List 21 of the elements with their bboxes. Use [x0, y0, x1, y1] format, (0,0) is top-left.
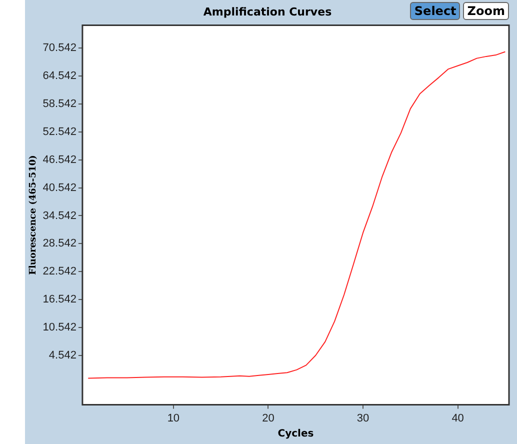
x-tick-label: 20	[262, 412, 274, 424]
y-tick-label: 28.542	[42, 238, 76, 250]
chart-title: Amplification Curves	[203, 5, 332, 18]
toolbar-button: Select	[410, 2, 460, 20]
x-axis-title: Cycles	[278, 428, 314, 440]
y-axis-title: Fluorescence (465-510)	[28, 155, 39, 275]
y-tick-label: 10.542	[42, 322, 76, 334]
x-tick-label: 30	[356, 412, 370, 424]
y-tick-label: 34.542	[42, 210, 76, 222]
y-tick-label: 64.542	[42, 70, 76, 82]
y-tick-label: 40.542	[42, 182, 76, 194]
y-tick-label: 58.542	[42, 98, 76, 110]
y-tick-label: 52.542	[42, 126, 76, 138]
toolbar-button: Zoom	[463, 2, 509, 20]
y-tick-label: 46.542	[42, 154, 76, 166]
x-tick-label: 40	[452, 412, 464, 424]
y-tick-label: 16.542	[42, 294, 76, 306]
y-tick-label: 70.542	[42, 42, 76, 54]
x-tick-label: 10	[167, 412, 180, 424]
y-tick-label: 4.542	[48, 350, 76, 362]
y-tick-label: 22.542	[42, 266, 76, 278]
